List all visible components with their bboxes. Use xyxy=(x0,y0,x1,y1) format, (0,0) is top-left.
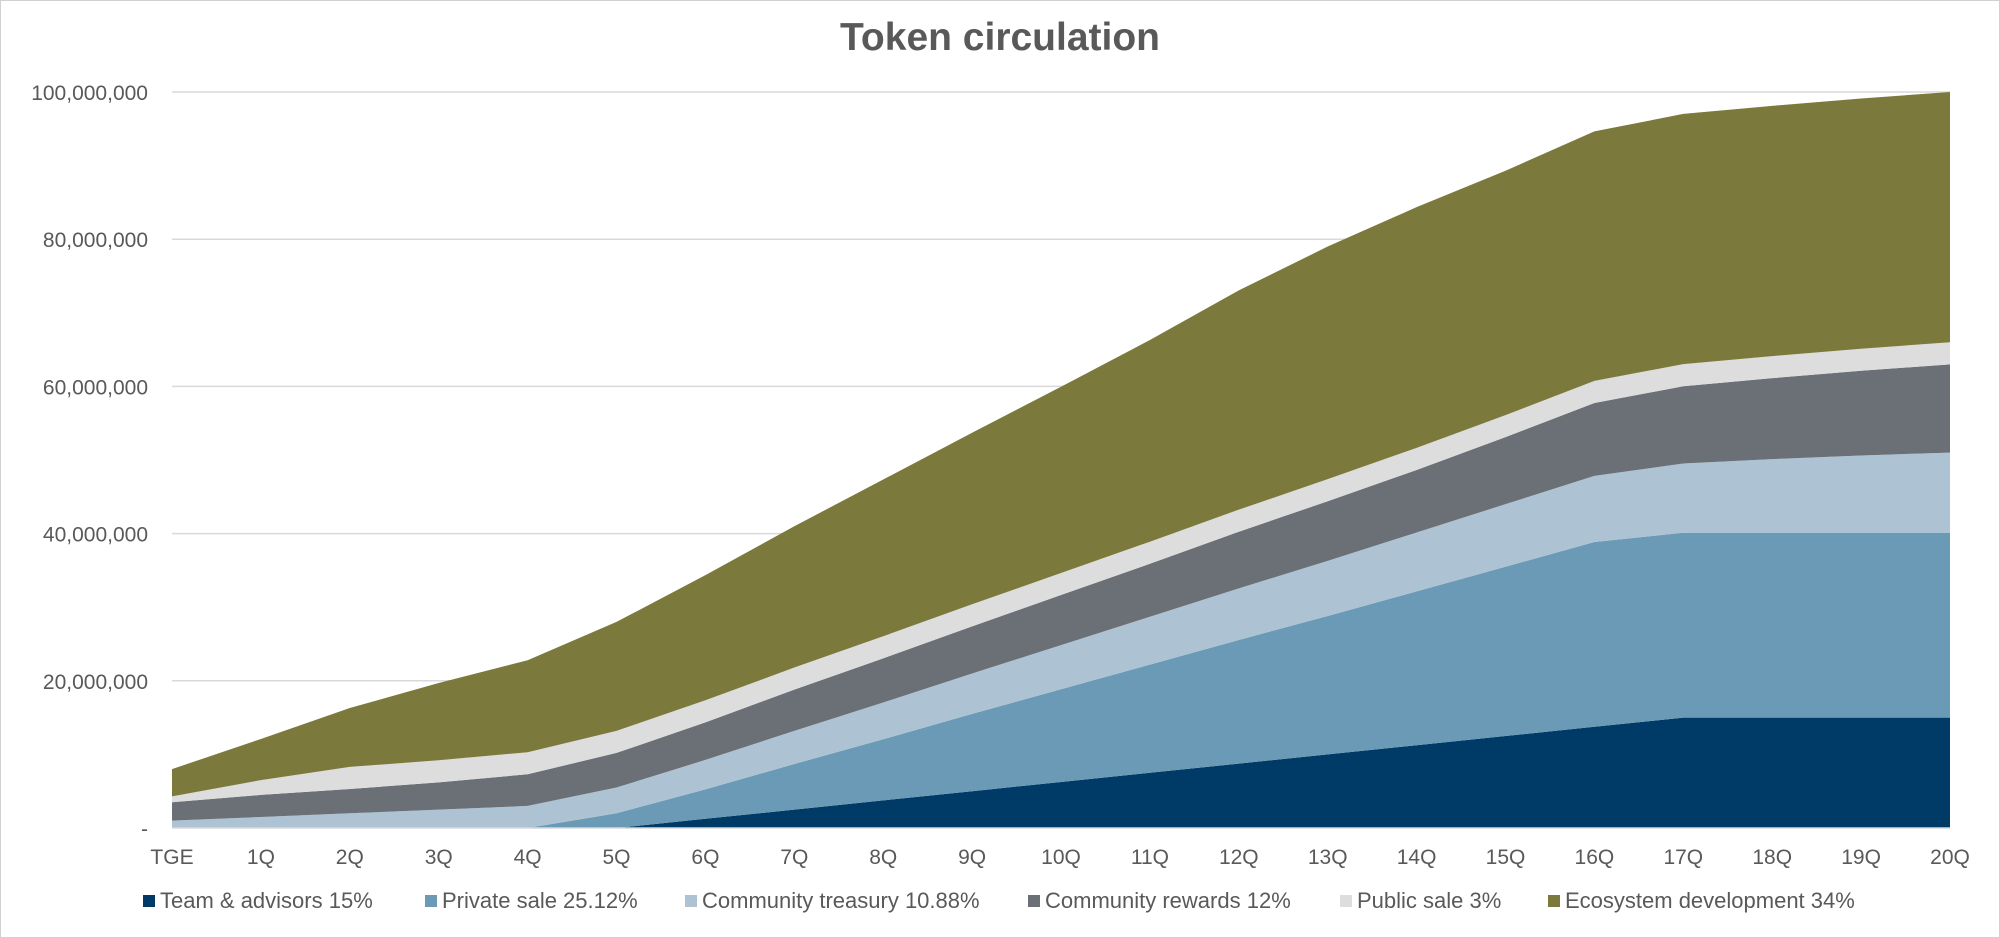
area-series-2 xyxy=(172,532,1950,828)
legend-label: Public sale 3% xyxy=(1357,888,1502,913)
legend-item: Public sale 3% xyxy=(1340,886,1501,916)
x-tick-label: 19Q xyxy=(1841,846,1881,869)
legend-swatch xyxy=(425,895,437,907)
x-tick-label: 5Q xyxy=(602,846,630,869)
x-tick-label: 3Q xyxy=(425,846,453,869)
legend-swatch xyxy=(1340,895,1352,907)
x-tick-label: 1Q xyxy=(247,846,275,869)
x-tick-label: 15Q xyxy=(1486,846,1526,869)
x-tick-label: 8Q xyxy=(869,846,897,869)
y-tick-label: 80,000,000 xyxy=(43,229,148,252)
legend-swatch xyxy=(143,895,155,907)
chart-title: Token circulation xyxy=(840,16,1160,59)
x-tick-label: 20Q xyxy=(1930,846,1970,869)
x-tick-label: 9Q xyxy=(958,846,986,869)
x-tick-label: 13Q xyxy=(1308,846,1348,869)
x-tick-label: 16Q xyxy=(1575,846,1615,869)
area-series-1 xyxy=(172,717,1950,828)
y-tick-label: 100,000,000 xyxy=(31,82,148,105)
x-tick-label: 7Q xyxy=(780,846,808,869)
x-tick-label: 17Q xyxy=(1663,846,1703,869)
legend-swatch xyxy=(1548,895,1560,907)
y-tick-label: 60,000,000 xyxy=(43,376,148,399)
x-tick-label: 18Q xyxy=(1752,846,1792,869)
legend-label: Community treasury 10.88% xyxy=(702,888,980,913)
legend-item: Ecosystem development 34% xyxy=(1548,886,1855,916)
y-tick-label: - xyxy=(141,818,148,841)
x-tick-label: 11Q xyxy=(1131,846,1169,869)
legend-item: Community rewards 12% xyxy=(1028,886,1291,916)
legend-label: Team & advisors 15% xyxy=(160,888,373,913)
x-tick-label: 4Q xyxy=(514,846,542,869)
legend-label: Community rewards 12% xyxy=(1045,888,1291,913)
legend-item: Team & advisors 15% xyxy=(143,886,373,916)
x-tick-label: 2Q xyxy=(336,846,364,869)
y-tick-label: 20,000,000 xyxy=(43,671,148,694)
x-tick-label: TGE xyxy=(150,846,193,869)
area-series-3 xyxy=(172,452,1950,828)
x-tick-label: 12Q xyxy=(1219,846,1259,869)
legend-swatch xyxy=(1028,895,1040,907)
chart-legend: Team & advisors 15% Private sale 25.12% Co… xyxy=(0,886,2000,916)
legend-swatch xyxy=(685,895,697,907)
legend-label: Ecosystem development 34% xyxy=(1565,888,1855,913)
x-tick-label: 14Q xyxy=(1397,846,1437,869)
legend-item: Private sale 25.12% xyxy=(425,886,638,916)
legend-item: Community treasury 10.88% xyxy=(685,886,980,916)
legend-label: Private sale 25.12% xyxy=(442,888,638,913)
area-series-4 xyxy=(172,364,1950,821)
area-series-6 xyxy=(172,92,1950,797)
y-tick-label: 40,000,000 xyxy=(43,524,148,547)
x-tick-label: 10Q xyxy=(1041,846,1081,869)
x-tick-label: 6Q xyxy=(691,846,719,869)
